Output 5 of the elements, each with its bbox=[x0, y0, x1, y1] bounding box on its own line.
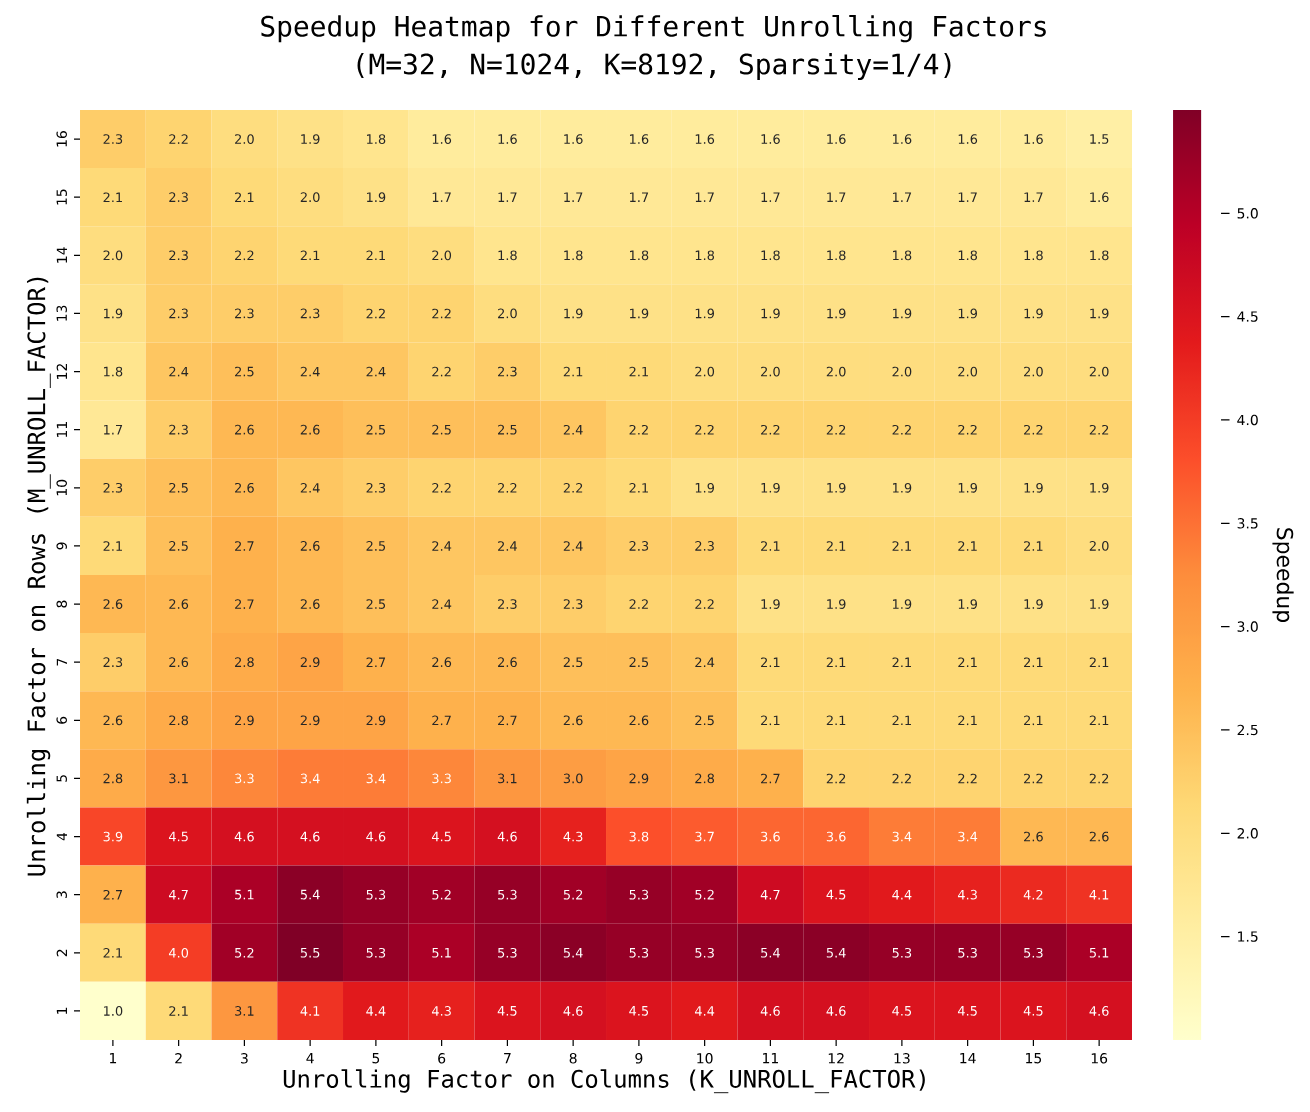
x-axis-title: Unrolling Factor on Columns (K_UNROLL_FACTOR) bbox=[283, 1069, 925, 1094]
chart-title: Speedup Heatmap for Different Unrolling Factors bbox=[261, 15, 1046, 43]
chart-subtitle: (M=32, N=1024, K=8192, Sparsity=1/4) bbox=[357, 53, 951, 81]
color-bar-title: Speedup bbox=[1272, 528, 1294, 623]
y-axis-title: Unrolling Factor on Rows (M_UNROLL_FACTOR) bbox=[26, 277, 51, 876]
